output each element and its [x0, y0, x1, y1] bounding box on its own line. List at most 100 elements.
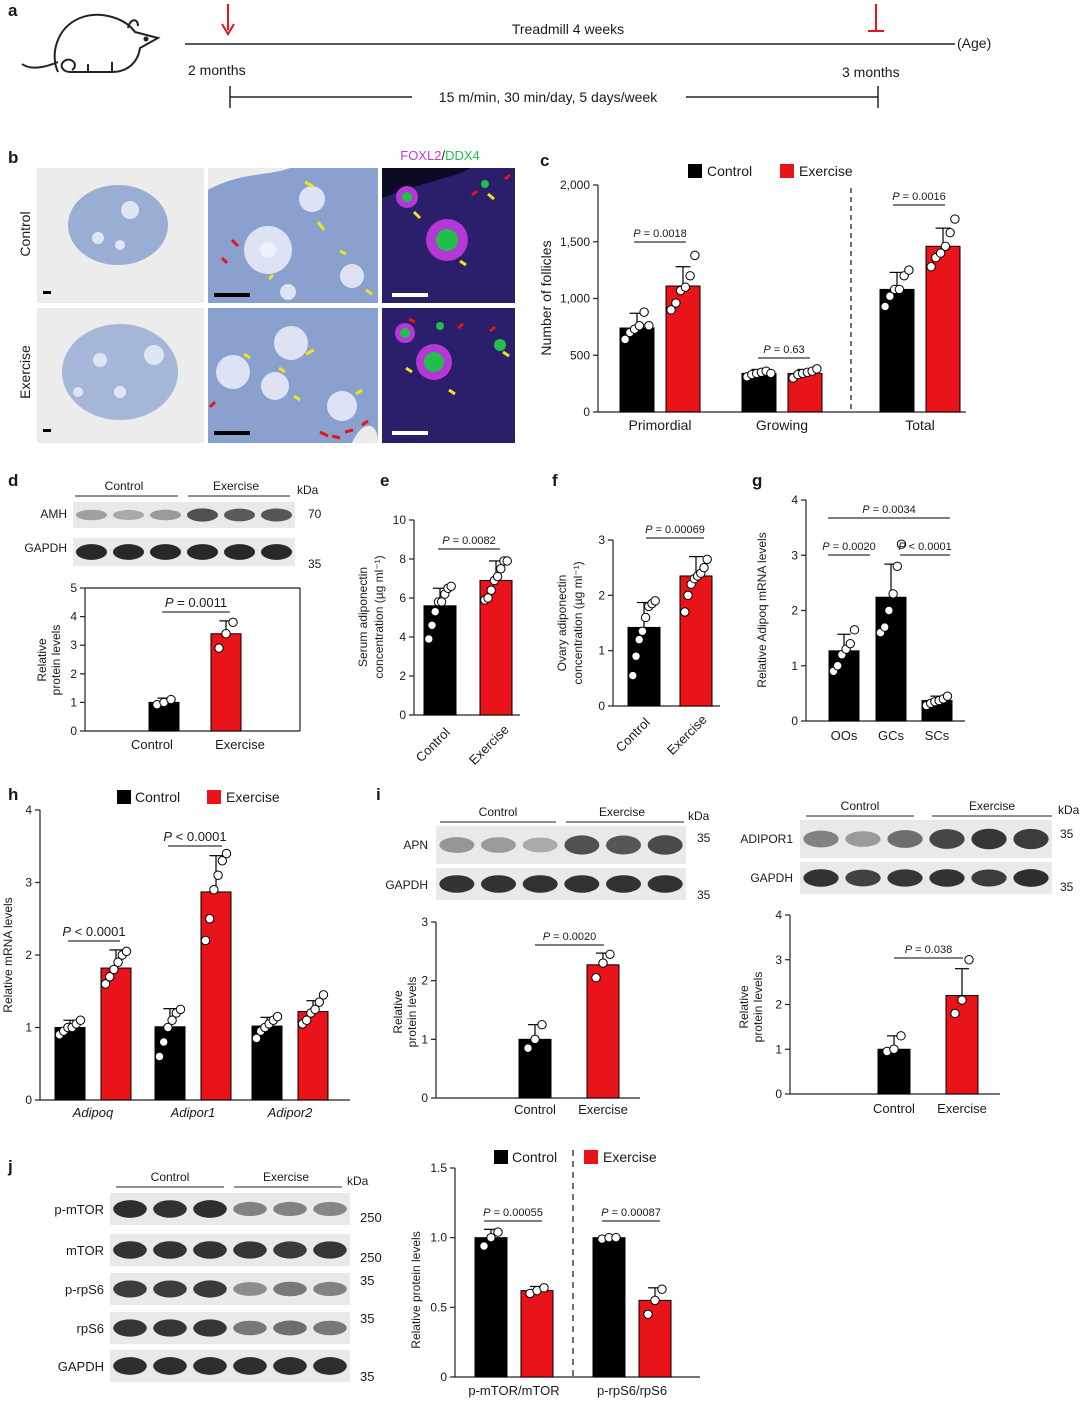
- i-apn-membrane: [436, 826, 686, 864]
- i-gapdh-left-band: [522, 875, 558, 893]
- h-exercise-point: [105, 972, 115, 982]
- j-marker-label: 35: [360, 1273, 374, 1288]
- f-ylabel-2: concentration (µg ml⁻¹): [571, 561, 585, 684]
- i-adipor1-band: [845, 831, 881, 847]
- c-ytick-label: 1,000: [560, 292, 590, 306]
- i-gapdh-left-band: [439, 875, 475, 893]
- j-GAPDH-band: [113, 1357, 147, 1375]
- i-right-ylabel-2: protein levels: [751, 972, 765, 1043]
- i-adipor1-band: [887, 830, 923, 848]
- g-pvalue: P = 0.0034: [862, 504, 916, 516]
- i-left-pvalue: P = 0.0020: [543, 931, 597, 943]
- g-ylabel: Relative Adipoq mRNA levels: [755, 532, 769, 687]
- e-ytick-label: 4: [399, 630, 406, 644]
- c-control-point: [639, 307, 649, 317]
- c-exercise-point: [926, 262, 936, 272]
- d-amh-band: [223, 508, 256, 522]
- h-exercise-point: [209, 885, 219, 895]
- h-exercise-point: [217, 856, 228, 866]
- e-exercise-point: [492, 571, 503, 582]
- e-control-point: [427, 620, 437, 630]
- j-p-rpS6-band: [233, 1282, 267, 1296]
- h-exercise-point: [205, 914, 215, 924]
- h-pvalue: P < 0.0001: [62, 924, 125, 939]
- legend-j-exercise: Exercise: [603, 1149, 657, 1165]
- j-control-bar: [474, 1237, 508, 1378]
- fluorescence-control: [382, 168, 515, 303]
- j-category-label: p-rpS6/rpS6: [597, 1383, 667, 1398]
- i-gapdh-right-band: [929, 869, 965, 887]
- j-p-mTOR-band: [313, 1202, 347, 1216]
- i-apn-band: [564, 835, 600, 855]
- j-rpS6-band: [153, 1319, 187, 1337]
- stain-legend: FOXL2/DDX4: [400, 148, 480, 163]
- j-GAPDH-band: [313, 1357, 347, 1375]
- chart-d: 0 1 2 3 4 5 Control Exercise P = 0.0011: [70, 581, 301, 752]
- f-category-label: Exercise: [664, 712, 710, 758]
- i-gapdh-right-band: [803, 869, 839, 887]
- d-amh-band: [112, 509, 145, 521]
- i-apn-band: [481, 837, 516, 853]
- i-left-exercise-bar: [586, 964, 620, 1099]
- i-apn-band: [606, 835, 641, 855]
- i-gapdh-right-membrane: [800, 862, 1052, 894]
- c-exercise-point: [940, 241, 951, 251]
- f-control-point: [637, 626, 648, 636]
- i-left-ylabel-1: Relative: [391, 990, 405, 1034]
- i-adipor1-membrane: [800, 820, 1052, 858]
- i-right-control-point: [896, 1031, 906, 1041]
- h-control-point: [154, 1051, 165, 1062]
- j-blot-label: rpS6: [77, 1321, 104, 1336]
- f-ytick-label: 3: [598, 533, 605, 547]
- panel-f-label: f: [552, 471, 558, 490]
- i-left-ylabel-2: protein levels: [405, 977, 419, 1048]
- g-GCs-bar: [875, 596, 907, 722]
- panel-j-label: j: [7, 1157, 13, 1176]
- j-control-point: [493, 1227, 503, 1237]
- i-adipor1-band: [929, 829, 965, 849]
- i-left-marker-bottom: 35: [697, 888, 711, 902]
- j-GAPDH-band: [233, 1357, 267, 1375]
- c-control-point: [634, 321, 645, 331]
- j-mTOR-membrane: [110, 1234, 350, 1266]
- h-ytick-label: 3: [25, 876, 32, 890]
- f-exercise-point: [680, 607, 690, 617]
- h-exercise-point: [109, 964, 119, 975]
- panel-b-label: b: [8, 148, 18, 167]
- d-group-control: Control: [105, 479, 144, 493]
- e-exercise-point: [502, 556, 512, 566]
- e-ylabel-2: concentration (µg ml⁻¹): [372, 555, 386, 678]
- g-GCs-point: [892, 561, 902, 571]
- d-marker-70: 70: [308, 507, 322, 521]
- d-exercise-point: [214, 643, 224, 653]
- g-GCs-point: [880, 622, 890, 632]
- j-ytick-label: 1.0: [430, 1231, 447, 1245]
- histology-exercise-zoom: [208, 308, 378, 443]
- d-exercise-point: [228, 617, 238, 628]
- start-arrow: [221, 4, 235, 36]
- chart-j: 0 0.5 1.0 1.5 p-mTOR/mTOR p-rpS6/rpS6 P = 0.00…: [430, 1150, 700, 1398]
- i-gapdh-right-band: [845, 869, 881, 887]
- i-right-pvalue: P = 0.038: [905, 944, 952, 956]
- legend-h-exercise: Exercise: [226, 789, 280, 805]
- e-control-point: [446, 581, 456, 591]
- g-OOs-bar: [828, 650, 860, 722]
- e-ytick-label: 10: [393, 513, 407, 527]
- start-age-label: 2 months: [188, 62, 246, 78]
- i-left-exercise-point: [605, 949, 615, 959]
- legend-j-control: Control: [512, 1149, 557, 1165]
- i-blot-apn-label: APN: [403, 838, 428, 852]
- c-control-point: [885, 291, 895, 301]
- d-ylabel-2: protein levels: [49, 625, 63, 696]
- c-exercise-point: [950, 214, 960, 224]
- blot-d: [73, 502, 295, 566]
- i-left-group-control: Control: [479, 805, 518, 819]
- e-control-point: [436, 597, 447, 607]
- j-ytick-label: 0: [440, 1370, 447, 1384]
- g-pvalue: P < 0.0001: [898, 541, 952, 553]
- chart-i-right: 0 1 2 3 4 Control Exercise P = 0.038: [775, 908, 1000, 1116]
- j-p-rpS6-band: [273, 1281, 307, 1297]
- i-left-control-point: [523, 1043, 533, 1053]
- histology-control-overview: [37, 168, 204, 303]
- h-control-point: [251, 1033, 262, 1044]
